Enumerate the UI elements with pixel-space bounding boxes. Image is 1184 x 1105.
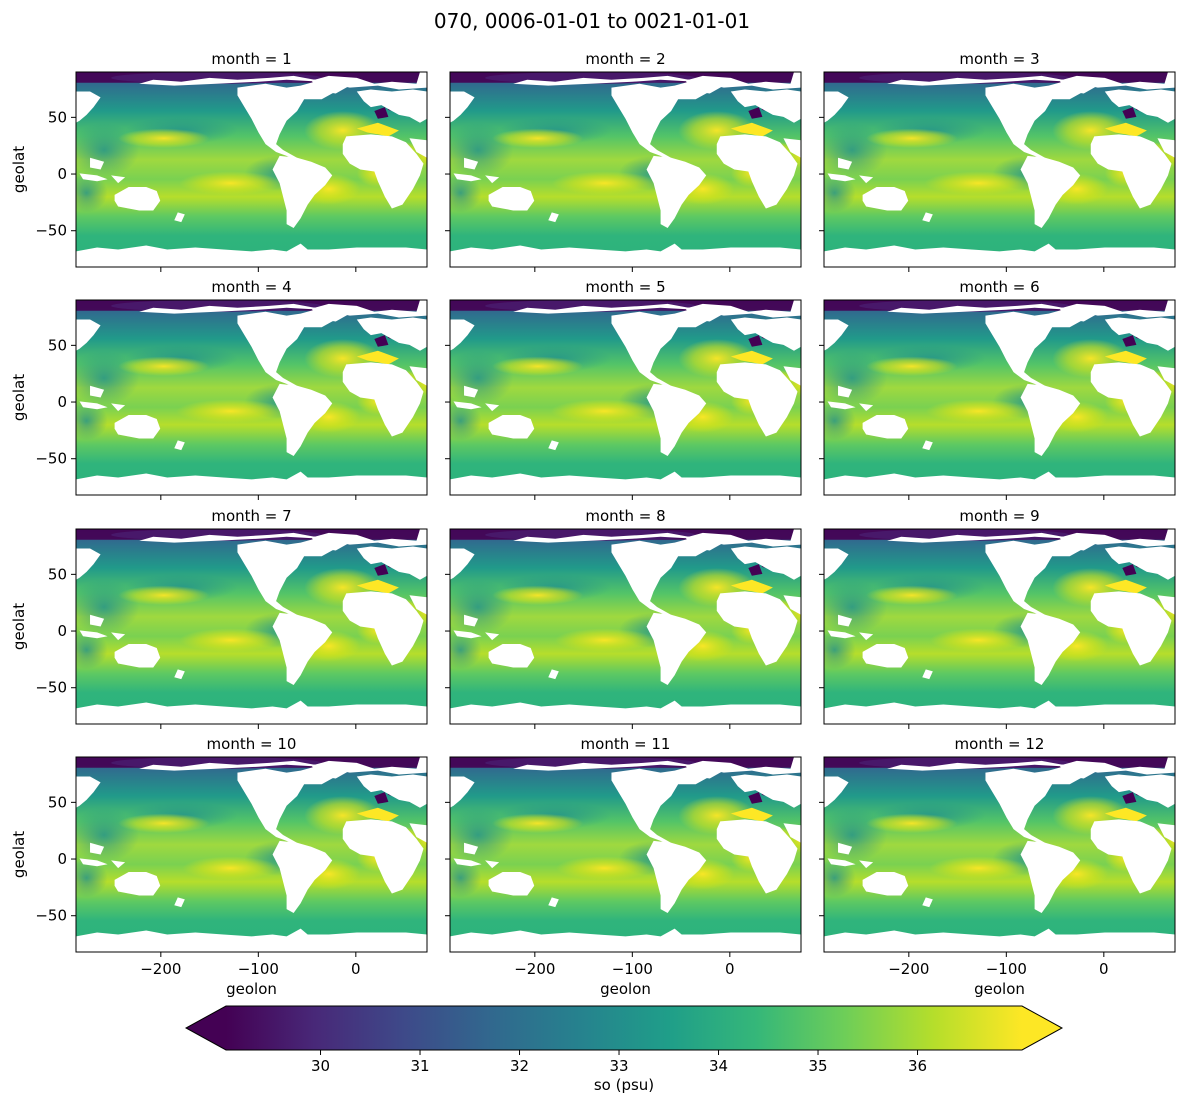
panel-frame [75, 71, 428, 268]
panel-month-7: month = 7 −50 0 50 geolat [10, 507, 428, 729]
panel-title: month = 7 [211, 507, 291, 525]
x-tick-label: −100 [238, 960, 279, 978]
panel-month-2: month = 2 [445, 50, 802, 272]
panel-frame [823, 756, 1176, 953]
x-axis-label: geolon [226, 980, 277, 998]
colorbar: 30 31 32 33 34 35 36 so (psu) [184, 1005, 1064, 1094]
y-tick-label: 0 [57, 393, 67, 411]
panel-month-8: month = 8 [445, 507, 802, 729]
salinity-map [76, 529, 427, 724]
colorbar-outline [184, 1005, 1064, 1051]
colorbar-tick-label: 33 [609, 1057, 628, 1075]
panel-title: month = 6 [959, 278, 1039, 296]
salinity-map [824, 529, 1175, 724]
colorbar-tick-label: 30 [311, 1057, 330, 1075]
panel-frame [823, 528, 1176, 725]
panel-frame [449, 299, 802, 496]
salinity-map [76, 300, 427, 495]
panel-month-10: month = 10 −50 0 50 −200 −100 0 geolat geolon [10, 735, 428, 998]
panel-title: month = 12 [955, 735, 1045, 753]
salinity-map [824, 757, 1175, 952]
x-tick-label: −200 [140, 960, 181, 978]
panel-month-5: month = 5 [445, 278, 802, 500]
panel-month-9: month = 9 [819, 507, 1176, 729]
panel-month-1: month = 1 −50 0 50 geolat [10, 50, 428, 272]
x-axis-label: geolon [974, 980, 1025, 998]
colorbar-gradient [226, 1006, 1022, 1050]
y-tick-label: 50 [48, 108, 67, 126]
y-tick-label: −50 [35, 907, 67, 925]
y-axis-label: geolat [10, 831, 28, 878]
panel-title: month = 10 [207, 735, 297, 753]
y-tick-label: 0 [57, 622, 67, 640]
salinity-map [450, 300, 801, 495]
salinity-map [824, 300, 1175, 495]
colorbar-extend-min [186, 1006, 226, 1050]
panel-frame [823, 299, 1176, 496]
y-tick-label: −50 [35, 450, 67, 468]
panel-frame [75, 299, 428, 496]
y-axis-label: geolat [10, 374, 28, 421]
panel-month-6: month = 6 [819, 278, 1176, 500]
salinity-map [824, 72, 1175, 267]
panel-month-12: month = 12 −200 −100 0 geolon [819, 735, 1176, 998]
x-tick-label: −100 [612, 960, 653, 978]
panel-grid: month = 1 −50 0 50 geolat month = 2 month = 3 m… [10, 50, 1176, 998]
x-tick-label: 0 [351, 960, 361, 978]
x-tick-label: 0 [725, 960, 735, 978]
y-tick-label: 50 [48, 336, 67, 354]
y-tick-label: −50 [35, 679, 67, 697]
panel-title: month = 9 [959, 507, 1039, 525]
y-tick-label: −50 [35, 222, 67, 240]
x-tick-label: 0 [1099, 960, 1109, 978]
x-tick-label: −200 [888, 960, 929, 978]
panel-title: month = 2 [585, 50, 665, 68]
panel-title: month = 3 [959, 50, 1039, 68]
panel-frame [823, 71, 1176, 268]
colorbar-tick-label: 35 [808, 1057, 827, 1075]
panel-title: month = 1 [211, 50, 291, 68]
panel-frame [449, 71, 802, 268]
colorbar-tick-label: 34 [709, 1057, 728, 1075]
colorbar-label: so (psu) [594, 1076, 654, 1094]
colorbar-tick-label: 36 [908, 1057, 927, 1075]
figure-title: 070, 0006-01-01 to 0021-01-01 [434, 9, 750, 33]
colorbar-tick-label: 31 [410, 1057, 429, 1075]
salinity-map [450, 757, 801, 952]
panel-title: month = 8 [585, 507, 665, 525]
x-tick-label: −200 [514, 960, 555, 978]
y-tick-label: 50 [48, 565, 67, 583]
x-tick-label: −100 [986, 960, 1027, 978]
panel-title: month = 11 [581, 735, 671, 753]
y-tick-label: 50 [48, 793, 67, 811]
salinity-map [76, 757, 427, 952]
y-axis-label: geolat [10, 603, 28, 650]
panel-frame [449, 756, 802, 953]
x-axis-label: geolon [600, 980, 651, 998]
panel-month-4: month = 4 −50 0 50 geolat [10, 278, 428, 500]
salinity-map [450, 529, 801, 724]
colorbar-tick-label: 32 [510, 1057, 529, 1075]
panel-frame [75, 756, 428, 953]
colorbar-extend-max [1022, 1006, 1062, 1050]
salinity-map [450, 72, 801, 267]
panel-frame [449, 528, 802, 725]
salinity-map [76, 72, 427, 267]
panel-month-11: month = 11 −200 −100 0 geolon [445, 735, 802, 998]
panel-frame [75, 528, 428, 725]
panel-title: month = 4 [211, 278, 291, 296]
y-tick-label: 0 [57, 850, 67, 868]
y-tick-label: 0 [57, 165, 67, 183]
panel-month-3: month = 3 [819, 50, 1176, 272]
y-axis-label: geolat [10, 146, 28, 193]
panel-title: month = 5 [585, 278, 665, 296]
